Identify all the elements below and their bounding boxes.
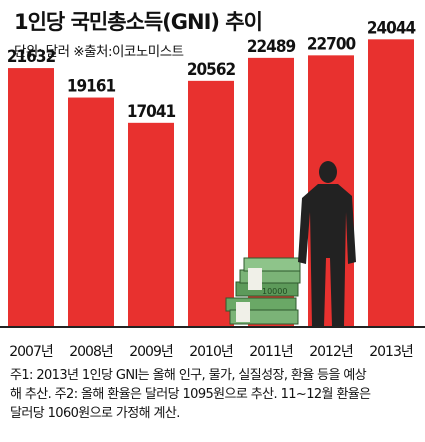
footnote-line: 주1: 2013년 1인당 GNI는 올해 인구, 물가, 실질성장, 환율 등… xyxy=(10,368,367,383)
x-tick-label: 2008년 xyxy=(69,344,113,360)
bar-2013년 xyxy=(368,39,414,327)
data-label: 24044 xyxy=(367,18,416,38)
data-label: 22489 xyxy=(247,37,296,57)
businessman-with-money-illustration: 10000 xyxy=(225,161,356,326)
data-label: 22700 xyxy=(307,34,356,54)
chart-subtitle: 단위: 달러 ※출처:이코노미스트 xyxy=(14,44,184,60)
svg-text:10000: 10000 xyxy=(262,287,287,296)
money-stack-icon: 10000 xyxy=(225,257,301,325)
data-label: 20562 xyxy=(187,60,236,80)
bar-2008년 xyxy=(68,97,114,326)
footnotes: 주1: 2013년 1인당 GNI는 올해 인구, 물가, 실질성장, 환율 등… xyxy=(10,366,418,423)
x-tick-label: 2007년 xyxy=(9,344,53,360)
x-tick-label: 2009년 xyxy=(129,344,173,360)
chart-title: 1인당 국민총소득(GNI) 추이 xyxy=(14,10,263,34)
footnote-line: 달러당 1060원으로 가정해 계산. xyxy=(10,406,180,421)
bar-2009년 xyxy=(128,122,174,326)
businessman-silhouette-icon xyxy=(298,161,356,326)
data-label: 21632 xyxy=(7,47,56,67)
x-tick-label: 2011년 xyxy=(249,344,293,360)
data-label: 19161 xyxy=(67,77,116,97)
data-label: 17041 xyxy=(127,102,176,122)
bar-2007년 xyxy=(8,68,54,326)
bar-2010년 xyxy=(188,80,234,326)
footnote-line: 해 추산. 주2: 올해 환율은 달러당 1095원으로 추산. 11~12월 … xyxy=(10,387,371,402)
x-tick-label: 2013년 xyxy=(369,344,413,360)
x-tick-label: 2012년 xyxy=(309,344,353,360)
x-tick-label: 2010년 xyxy=(189,344,233,360)
